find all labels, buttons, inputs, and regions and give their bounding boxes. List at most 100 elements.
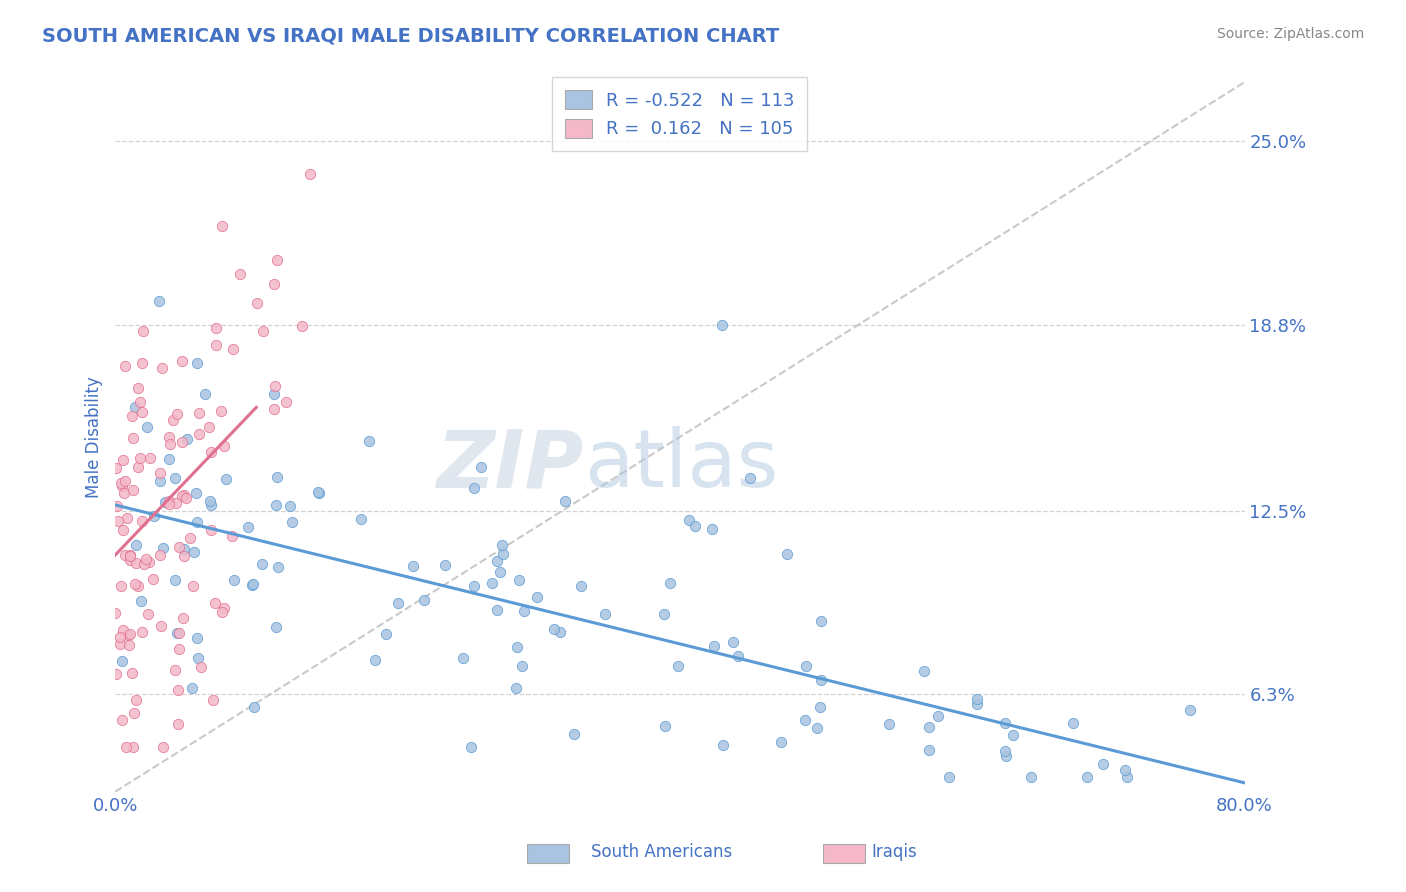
Point: [252, 324, 274, 338]
Point: [114, 474, 136, 488]
Point: [124, 400, 146, 414]
Point: [157, 493, 180, 508]
Point: [172, 434, 194, 449]
Point: [118, 638, 141, 652]
Point: [105, 499, 128, 513]
Point: [114, 740, 136, 755]
Point: [993, 716, 1015, 731]
Point: [157, 497, 180, 511]
Point: [200, 523, 222, 537]
Point: [165, 471, 187, 485]
Point: [810, 614, 832, 628]
Point: [470, 459, 492, 474]
Point: [198, 494, 221, 508]
Point: [131, 514, 153, 528]
Point: [114, 548, 136, 562]
Point: [118, 549, 141, 564]
Point: [263, 387, 285, 401]
Point: [111, 623, 134, 637]
Point: [966, 698, 988, 712]
Point: [209, 403, 232, 417]
Point: [136, 607, 159, 621]
Point: [917, 742, 939, 756]
Point: [1001, 728, 1024, 742]
Point: [240, 578, 263, 592]
Point: [157, 430, 180, 444]
Point: [129, 394, 152, 409]
Point: [510, 659, 533, 673]
Point: [877, 717, 900, 731]
Point: [142, 509, 165, 524]
Point: [266, 560, 288, 574]
Point: [927, 708, 949, 723]
Point: [125, 556, 148, 570]
Legend: R = -0.522   N = 113, R =  0.162   N = 105: R = -0.522 N = 113, R = 0.162 N = 105: [553, 77, 807, 151]
Point: [187, 651, 209, 665]
Point: [1114, 764, 1136, 778]
Point: [204, 338, 226, 352]
Point: [187, 406, 209, 420]
Point: [120, 627, 142, 641]
Point: [149, 466, 172, 480]
Point: [291, 319, 314, 334]
Point: [374, 627, 396, 641]
Point: [122, 431, 145, 445]
Point: [776, 547, 799, 561]
Point: [194, 387, 217, 401]
Point: [167, 641, 190, 656]
Point: [128, 451, 150, 466]
Point: [562, 727, 585, 741]
Point: [994, 744, 1017, 758]
Point: [186, 632, 208, 646]
Point: [215, 472, 238, 486]
Point: [1092, 757, 1115, 772]
Point: [711, 318, 734, 332]
Point: [489, 565, 512, 579]
Point: [204, 597, 226, 611]
Point: [740, 471, 762, 485]
Point: [543, 622, 565, 636]
Point: [307, 484, 329, 499]
Text: ZIP: ZIP: [436, 426, 583, 504]
Point: [263, 277, 285, 292]
Point: [652, 607, 675, 621]
Point: [125, 538, 148, 552]
Point: [131, 356, 153, 370]
Point: [246, 296, 269, 310]
Point: [212, 601, 235, 615]
Point: [263, 401, 285, 416]
Point: [162, 413, 184, 427]
Point: [127, 381, 149, 395]
Point: [131, 405, 153, 419]
Point: [491, 538, 513, 552]
Point: [188, 427, 211, 442]
Point: [149, 548, 172, 562]
Point: [174, 491, 197, 505]
Point: [115, 510, 138, 524]
Point: [200, 499, 222, 513]
Point: [159, 452, 181, 467]
Point: [111, 479, 134, 493]
Point: [122, 483, 145, 497]
Text: atlas: atlas: [583, 426, 778, 504]
Point: [702, 522, 724, 536]
Point: [124, 577, 146, 591]
Point: [211, 219, 233, 233]
Point: [186, 516, 208, 530]
Point: [938, 770, 960, 784]
Point: [183, 545, 205, 559]
Point: [266, 470, 288, 484]
Point: [166, 717, 188, 731]
Point: [127, 460, 149, 475]
Point: [114, 359, 136, 373]
Point: [110, 637, 132, 651]
Point: [165, 496, 187, 510]
Point: [727, 648, 749, 663]
Point: [1180, 703, 1202, 717]
Point: [281, 515, 304, 529]
Point: [214, 439, 236, 453]
Point: [152, 740, 174, 755]
Point: [711, 738, 734, 752]
Point: [125, 693, 148, 707]
Point: [486, 554, 509, 568]
